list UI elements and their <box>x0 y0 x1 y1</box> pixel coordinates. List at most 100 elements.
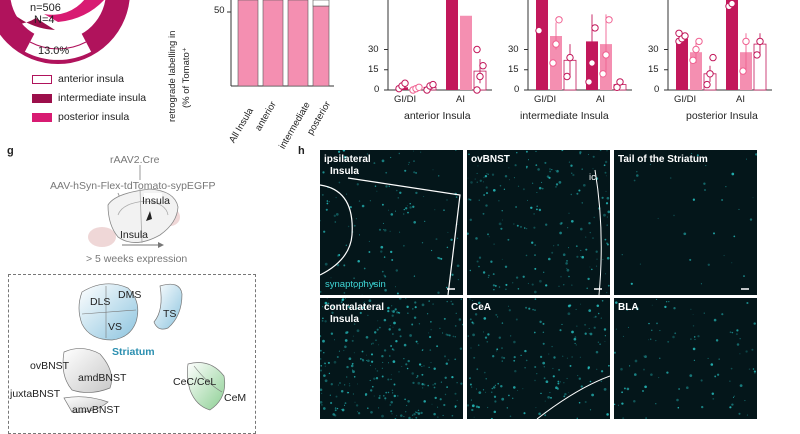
brain-schematic <box>88 165 180 248</box>
legend-item-posterior: posterior insula <box>32 112 146 131</box>
target-regions-schematic <box>62 283 226 413</box>
micrograph-tile: contralateral Insula <box>320 298 463 419</box>
group-dot <box>552 40 560 48</box>
ytick-30: 30 <box>368 43 379 55</box>
panel-letter-g: g <box>7 145 14 157</box>
group-dot <box>585 78 593 86</box>
legend-swatch <box>32 112 52 122</box>
micrograph-title: contralateral Insula <box>324 302 385 325</box>
micrograph-tile: BLA <box>614 298 757 419</box>
bar-chart <box>227 0 334 87</box>
bar-intermediate <box>287 0 309 87</box>
group-dot <box>616 78 624 86</box>
bar-posterior <box>312 5 330 87</box>
group-dot <box>599 70 607 78</box>
group-dot <box>549 59 557 67</box>
legend-swatch <box>32 74 52 84</box>
xtick-gi-di: GI/DI <box>674 94 697 105</box>
expression-label: > 5 weeks expression <box>86 253 188 265</box>
group-dot <box>588 59 596 67</box>
xtick-ai: AI <box>456 94 465 105</box>
virus1-label: rAAV2.Cre <box>110 154 160 166</box>
micrograph-tile: ovBNST ic <box>467 150 610 295</box>
group-dot <box>753 51 761 59</box>
region-ts: TS <box>163 308 177 320</box>
group-dot <box>566 53 574 62</box>
ytick-15: 15 <box>368 63 379 75</box>
region-vs: VS <box>108 321 123 333</box>
bar-ytick: 50 <box>214 5 225 16</box>
bar-all-insula <box>237 0 259 87</box>
group-panel-title: anterior Insula <box>404 110 471 122</box>
ytick-30: 30 <box>648 43 659 55</box>
legend-swatch <box>32 93 52 103</box>
group-dot <box>415 83 423 92</box>
legend-label: intermediate insula <box>58 92 147 104</box>
group-dot <box>602 51 610 59</box>
bar-ylabel-line2: (% of Tomato⁺ <box>181 47 192 108</box>
insula-label-bottom: Insula <box>120 229 149 241</box>
donut-segment-posterior <box>44 0 105 22</box>
ytick-30: 30 <box>508 43 519 55</box>
group-dot <box>401 79 409 87</box>
micrograph-tile: ipsilateral Insula synaptophysin <box>320 150 463 295</box>
group-dot <box>563 72 571 81</box>
group-dot <box>695 37 703 46</box>
ytick-0: 0 <box>374 84 380 95</box>
group-bar <box>460 15 472 90</box>
donut-N-label: N=4 <box>34 14 55 26</box>
region-dls: DLS <box>90 296 111 308</box>
ytick-15: 15 <box>648 63 659 75</box>
bar-xtick-all: All Insula <box>227 106 256 145</box>
group-dot <box>742 37 750 46</box>
micrograph-title: CeA <box>471 302 492 313</box>
legend-label: posterior insula <box>58 111 130 123</box>
group-dot <box>555 16 563 24</box>
group-bar <box>676 38 688 90</box>
group-dot <box>689 56 697 64</box>
donut-legend: anterior insula intermediate insula post… <box>32 74 146 131</box>
donut-pct-label: 13.0% <box>38 45 70 57</box>
xtick-ai: AI <box>736 94 745 105</box>
group-dot <box>591 24 599 32</box>
group-dot <box>739 67 747 75</box>
group-bar <box>446 0 458 90</box>
synaptophysin-label: synaptophysin <box>325 279 386 290</box>
group-dot <box>473 86 481 94</box>
ytick-15: 15 <box>508 63 519 75</box>
micrograph-tile: CeA <box>467 298 610 419</box>
group-bar <box>726 0 738 90</box>
group-bar <box>536 0 548 90</box>
region-cem: CeM <box>224 392 247 404</box>
group-dot <box>706 70 714 78</box>
region-cec-cel: CeC/CeL <box>173 376 217 388</box>
group-dot <box>756 37 764 46</box>
group-dot <box>675 29 683 37</box>
region-juxtabnst: juxtaBNST <box>10 388 61 400</box>
group-dot <box>703 80 711 89</box>
bar-anterior <box>262 0 284 87</box>
micrograph-title: ipsilateral Insula <box>324 154 371 177</box>
bar-xtick-anterior: anterior <box>253 99 279 133</box>
group-dot <box>429 80 437 89</box>
group-panel-title: intermediate Insula <box>520 110 609 122</box>
ic-label: ic <box>589 172 596 183</box>
legend-item-anterior: anterior insula <box>32 74 146 93</box>
region-ovbnst: ovBNST <box>30 360 70 372</box>
group-dot <box>692 45 700 54</box>
group-dot <box>681 32 689 40</box>
micrograph-title: Tail of the Striatum <box>618 154 708 165</box>
legend-label: anterior insula <box>58 73 124 85</box>
group-panel-title: posterior Insula <box>686 110 758 122</box>
group-dot <box>709 53 717 62</box>
insula-label-top: Insula <box>142 195 171 207</box>
panel-letter-h: h <box>298 145 305 157</box>
ytick-0: 0 <box>654 84 660 95</box>
region-amdbnst: amdBNST <box>78 372 127 384</box>
donut-n-label: n=506 <box>30 2 61 14</box>
region-dms: DMS <box>118 289 142 301</box>
group-chart-1 <box>524 0 632 92</box>
bar-ylabel-line1: retrograde labelling in <box>167 30 178 122</box>
micrograph-tile: Tail of the Striatum <box>614 150 757 295</box>
micrograph-title: BLA <box>618 302 639 313</box>
